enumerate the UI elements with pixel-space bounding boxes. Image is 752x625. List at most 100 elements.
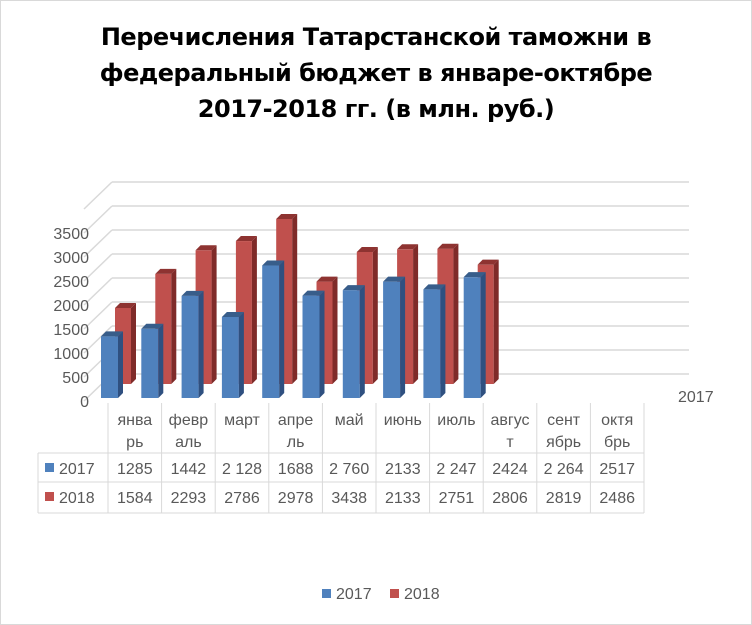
bar-2018-top bbox=[437, 243, 459, 249]
chart-title-line: Перечисления Татарстанской таможни в bbox=[100, 23, 652, 51]
bar-2017-top bbox=[101, 331, 123, 337]
data-value: 2 128 bbox=[222, 461, 262, 478]
bar-2017-top bbox=[302, 290, 325, 296]
bar-2017-side bbox=[400, 276, 406, 398]
bar-2017 bbox=[342, 290, 360, 398]
bar-2017-top bbox=[181, 290, 204, 296]
bar-2018-side bbox=[372, 246, 378, 384]
data-value: 1688 bbox=[278, 461, 314, 478]
series-label: 2018 bbox=[59, 490, 95, 507]
bar-2017 bbox=[423, 289, 441, 398]
data-value: 2 264 bbox=[544, 461, 584, 478]
bar-2017-side bbox=[319, 290, 325, 398]
legend-label: 2018 bbox=[404, 586, 440, 603]
legend-key-2018 bbox=[45, 492, 54, 501]
category-label: янва bbox=[117, 412, 152, 429]
y-tick-label: 1000 bbox=[53, 346, 89, 363]
bar-2017 bbox=[101, 336, 118, 398]
y-tick-label: 0 bbox=[80, 394, 89, 411]
y-tick-label: 500 bbox=[62, 370, 89, 387]
bar-2018-top bbox=[276, 213, 298, 219]
data-value: 2133 bbox=[385, 461, 421, 478]
data-value: 2806 bbox=[492, 490, 528, 507]
gridline-side bbox=[83, 229, 113, 258]
bar-2017-side bbox=[118, 331, 123, 398]
bar-2018-top bbox=[397, 244, 419, 250]
bar-2018-side bbox=[332, 276, 338, 384]
bar-2017-side bbox=[238, 311, 244, 398]
gridline-side bbox=[83, 325, 113, 354]
bar-2018-side bbox=[171, 268, 177, 384]
bar-2017 bbox=[181, 295, 199, 398]
chart-title-line: 2017-2018 гг. (в млн. руб.) bbox=[197, 95, 555, 123]
category-label: октя bbox=[601, 412, 633, 429]
data-value: 1285 bbox=[117, 461, 153, 478]
chart-title-line: федеральный бюджет в январе-октябре bbox=[99, 59, 653, 87]
data-value: 2133 bbox=[385, 490, 421, 507]
data-value: 2819 bbox=[546, 490, 582, 507]
category-label: рь bbox=[126, 434, 143, 451]
bar-2017 bbox=[302, 295, 320, 398]
bar-2018-side bbox=[493, 259, 499, 384]
data-value: 2786 bbox=[224, 490, 260, 507]
legend-key-2017 bbox=[45, 463, 54, 472]
legend-marker-2017 bbox=[322, 589, 331, 598]
bar-2018-side bbox=[292, 213, 298, 384]
data-value: 2 247 bbox=[436, 461, 476, 478]
bar-2018-top bbox=[115, 302, 136, 308]
category-label: брь bbox=[604, 434, 630, 451]
bar-2017-side bbox=[480, 272, 486, 398]
bar-2017-side bbox=[440, 284, 446, 398]
bar-2017 bbox=[383, 281, 401, 398]
bar-2018-top bbox=[235, 236, 257, 242]
bar-2017-top bbox=[423, 284, 446, 290]
y-tick-label: 2500 bbox=[53, 274, 89, 291]
bar-2018-top bbox=[195, 245, 217, 251]
series-label: 2017 bbox=[59, 461, 95, 478]
y-tick-label: 3500 bbox=[53, 226, 89, 243]
category-label: июль bbox=[437, 412, 475, 429]
data-value: 1442 bbox=[171, 461, 207, 478]
bar-2017-side bbox=[279, 260, 285, 398]
category-label: авгус bbox=[490, 412, 529, 429]
depth-axis-label: 2017 bbox=[678, 389, 714, 406]
y-tick-label: 3000 bbox=[53, 250, 89, 267]
y-tick-label: 2000 bbox=[53, 298, 89, 315]
data-value: 2 760 bbox=[329, 461, 369, 478]
bar-2017-top bbox=[383, 276, 406, 282]
category-label: сент bbox=[547, 412, 581, 429]
data-value: 2517 bbox=[599, 461, 635, 478]
bar-2018-side bbox=[131, 302, 136, 384]
bar-2017-side bbox=[198, 290, 204, 398]
legend-label: 2017 bbox=[336, 586, 372, 603]
gridline-side bbox=[83, 277, 113, 306]
data-value: 2424 bbox=[492, 461, 528, 478]
category-label: июнь bbox=[384, 412, 422, 429]
gridline-side bbox=[83, 301, 113, 330]
data-value: 3438 bbox=[331, 490, 367, 507]
y-tick-label: 1500 bbox=[53, 322, 89, 339]
legend-marker-2018 bbox=[390, 589, 399, 598]
data-value: 2293 bbox=[171, 490, 207, 507]
category-label: февр bbox=[169, 412, 209, 429]
category-label: май bbox=[335, 412, 364, 429]
data-value: 2751 bbox=[439, 490, 475, 507]
category-label: апре bbox=[278, 412, 313, 429]
data-value: 1584 bbox=[117, 490, 153, 507]
category-label: ябрь bbox=[546, 434, 581, 451]
bar-2017 bbox=[141, 328, 159, 398]
bar-2018-side bbox=[413, 244, 419, 384]
bar-2018-top bbox=[477, 259, 499, 265]
bar-2018-top bbox=[316, 276, 338, 282]
bar-2017-top bbox=[221, 311, 244, 317]
bar-2018-side bbox=[211, 245, 217, 384]
bar-2018-side bbox=[251, 236, 257, 384]
chart-title: Перечисления Татарстанской таможни в фед… bbox=[1, 19, 751, 127]
category-label: аль bbox=[175, 434, 202, 451]
category-label: ль bbox=[287, 434, 305, 451]
category-label: т bbox=[506, 434, 514, 451]
bar-2018-top bbox=[356, 246, 378, 252]
bar-2017-top bbox=[463, 272, 486, 278]
